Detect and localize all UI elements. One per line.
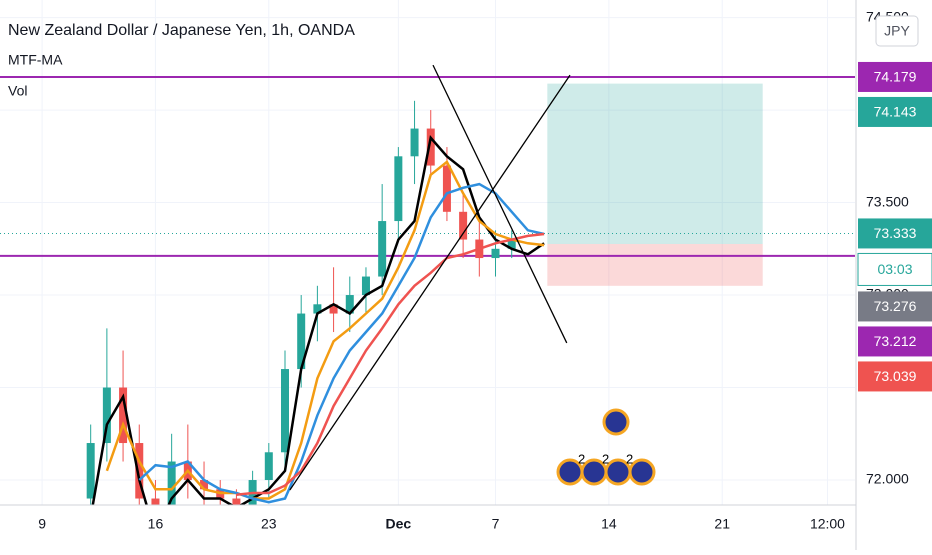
candle-body <box>264 452 273 481</box>
candle-body <box>361 276 370 296</box>
candle-body <box>426 128 435 166</box>
candle-body <box>378 221 387 277</box>
price-badge <box>858 361 932 392</box>
candle-body <box>297 313 306 370</box>
price-badge-label: 73.333 <box>874 225 917 241</box>
price-badge-label: 73.039 <box>874 368 917 384</box>
candle-body <box>135 443 144 499</box>
candle-body <box>151 498 160 505</box>
price-badge <box>858 96 932 127</box>
candle-body <box>459 211 468 240</box>
candle-body <box>232 498 241 505</box>
candle-body <box>200 480 209 490</box>
ma-line <box>138 182 545 504</box>
candle-body <box>119 387 128 444</box>
candle-body <box>491 248 500 259</box>
countdown-badge <box>857 252 932 286</box>
price-badge <box>858 61 932 92</box>
trend-line <box>432 64 568 344</box>
x-tick-label: 9 <box>38 516 46 532</box>
candle-body <box>394 156 403 222</box>
event-count: 2 <box>578 451 585 466</box>
candle-body <box>329 304 338 314</box>
price-badge-label: 73.212 <box>874 333 917 349</box>
candle-body <box>507 239 516 249</box>
currency-button-label[interactable]: JPY <box>884 23 910 39</box>
x-tick-label: 7 <box>492 516 500 532</box>
plot-area <box>0 75 855 505</box>
y-tick-label: 72.000 <box>866 471 909 487</box>
candle-body <box>281 369 289 453</box>
price-badge-label: 74.179 <box>874 69 917 85</box>
x-tick-label: 14 <box>601 516 617 532</box>
candle-body <box>345 295 354 314</box>
x-tick-label: 12:00 <box>810 516 845 532</box>
event-icons: 2 2 2 <box>556 408 656 486</box>
event-icon[interactable] <box>602 408 630 436</box>
x-tick-label: Dec <box>386 516 412 532</box>
candle-body <box>86 443 95 499</box>
price-badge-label: 73.276 <box>874 298 917 314</box>
countdown-label: 03:03 <box>877 261 912 277</box>
candle-body <box>313 304 322 314</box>
ma-line <box>105 159 545 500</box>
price-badge <box>858 326 932 357</box>
event-count: 2 <box>602 451 609 466</box>
chart-title: New Zealand Dollar / Japanese Yen, 1h, O… <box>8 22 355 39</box>
position-target-zone <box>547 83 763 244</box>
currency-button[interactable]: JPY <box>875 15 919 47</box>
indicator-label: Vol <box>8 83 27 99</box>
price-badges: 74.179 74.143 73.333 03:03 73.276 73.212 73.03… <box>857 61 932 392</box>
price-badge <box>858 218 932 249</box>
price-badge <box>858 291 932 322</box>
trend-line <box>289 74 571 491</box>
x-tick-label: 23 <box>261 516 277 532</box>
x-tick-label: 21 <box>714 516 730 532</box>
candle-body <box>167 461 176 505</box>
candle-body <box>442 165 451 212</box>
currency-button-box[interactable] <box>875 15 919 47</box>
y-tick-label: 73.500 <box>866 193 909 209</box>
price-badge-label: 74.143 <box>874 104 917 120</box>
candle-body <box>410 128 419 157</box>
x-tick-label: 16 <box>148 516 164 532</box>
event-icon[interactable] <box>628 458 656 486</box>
ma-line <box>236 232 545 497</box>
event-count: 2 <box>626 451 633 466</box>
indicator-label: MTF-MA <box>8 52 63 68</box>
position-stop-zone <box>547 243 763 286</box>
candle-body <box>102 387 111 444</box>
